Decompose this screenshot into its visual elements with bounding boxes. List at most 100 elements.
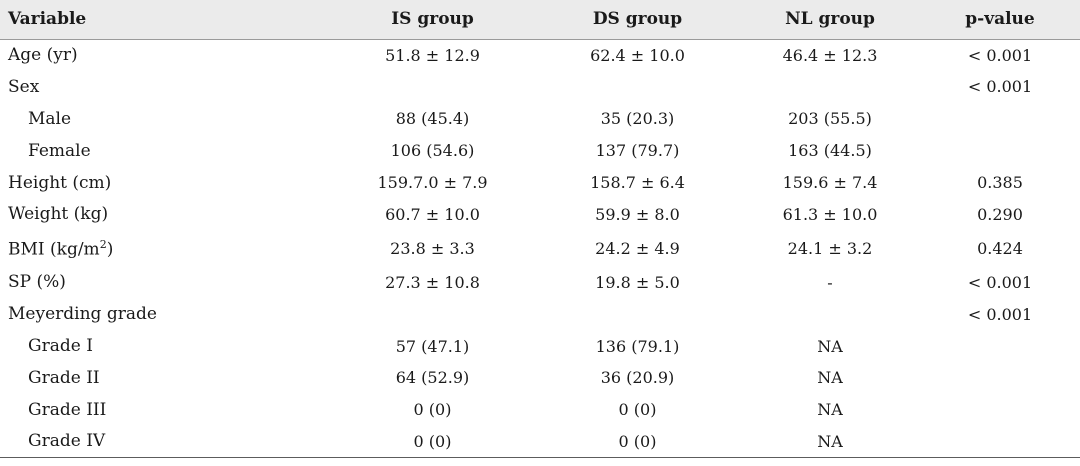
cell-variable: Male (0, 103, 330, 135)
table-row: Sex < 0.001 (0, 71, 1080, 103)
variable-label: Meyerding grade (8, 304, 157, 325)
cell-nl-group: 24.1 ± 3.2 (787, 238, 873, 258)
cell-ds-group: 36 (20.9) (600, 368, 675, 388)
cell-nl-group: 61.3 ± 10.0 (782, 204, 878, 224)
cell-variable: Grade II (0, 362, 330, 394)
cell-p-value (920, 394, 1080, 426)
table-row: SP (%) 27.3 ± 10.8 19.8 ± 5.0 - < 0.001 (0, 266, 1080, 298)
cell-p-value: < 0.001 (967, 45, 1033, 65)
variable-label: Male (28, 108, 72, 129)
cell-ds-group: 158.7 ± 6.4 (590, 173, 685, 192)
cell-nl-group: 46.4 ± 12.3 (782, 45, 878, 65)
cell-p-value: < 0.001 (967, 77, 1033, 97)
table-row: Age (yr) 51.8 ± 12.9 62.4 ± 10.0 46.4 ± 12.… (0, 39, 1080, 71)
cell-p-value: < 0.001 (967, 304, 1033, 324)
header-p-value: p-value (965, 9, 1035, 30)
cell-p-value (920, 103, 1080, 135)
table-row: BMI (kg/m2) 23.8 ± 3.3 24.2 ± 4.9 24.1 ± 3.… (0, 230, 1080, 266)
cell-variable: SP (%) (0, 266, 330, 298)
variable-label: Grade II (28, 367, 100, 388)
variable-label: Weight (kg) (8, 204, 109, 225)
table-row: Grade III 0 (0) 0 (0) NA (0, 394, 1080, 426)
table-row: Grade I 57 (47.1) 136 (79.1) NA (0, 330, 1080, 362)
cell-is-group: 159.7.0 ± 7.9 (377, 173, 488, 192)
cell-variable: Weight (kg) (0, 198, 330, 230)
cell-p-value: 0.290 (977, 204, 1023, 224)
variable-label: Grade IV (28, 431, 106, 452)
variable-label: Female (28, 140, 91, 161)
header-ds-group: DS group (592, 9, 683, 30)
header-row: Variable IS group DS group NL group p-va… (0, 0, 1080, 39)
cell-ds-group (535, 298, 740, 330)
cell-variable: BMI (kg/m2) (0, 230, 330, 266)
cell-nl-group: - (827, 272, 833, 292)
table-row: Grade II 64 (52.9) 36 (20.9) NA (0, 362, 1080, 394)
table-row: Meyerding grade < 0.001 (0, 298, 1080, 330)
cell-p-value (920, 426, 1080, 458)
variable-label: Sex (8, 76, 40, 97)
cell-variable: Grade I (0, 330, 330, 362)
cell-is-group: 106 (54.6) (390, 141, 475, 161)
cell-is-group: 0 (0) (413, 431, 452, 451)
cell-ds-group: 0 (0) (618, 431, 657, 451)
cell-ds-group: 59.9 ± 8.0 (595, 204, 680, 224)
cell-is-group: 27.3 ± 10.8 (385, 272, 480, 292)
cell-is-group: 51.8 ± 12.9 (385, 45, 480, 65)
cell-ds-group: 19.8 ± 5.0 (595, 272, 680, 292)
table-row: Weight (kg) 60.7 ± 10.0 59.9 ± 8.0 61.3 ± 1… (0, 198, 1080, 230)
cell-variable: Grade IV (0, 426, 330, 458)
cell-p-value: 0.424 (977, 238, 1023, 258)
cell-nl-group: 163 (44.5) (788, 141, 872, 161)
cell-ds-group: 24.2 ± 4.9 (595, 238, 680, 258)
cell-nl-group: 203 (55.5) (788, 109, 872, 129)
variable-label: Height (cm) (8, 172, 112, 193)
cell-ds-group: 137 (79.7) (595, 141, 680, 161)
variable-label: Age (yr) (8, 45, 78, 66)
cell-nl-group: 159.6 ± 7.4 (782, 173, 878, 192)
cell-ds-group: 0 (0) (618, 400, 657, 420)
variable-label: Grade I (28, 336, 93, 357)
cell-is-group: 23.8 ± 3.3 (390, 238, 475, 258)
cell-is-group (330, 71, 535, 103)
cell-variable: Female (0, 135, 330, 167)
header-nl-group: NL group (785, 9, 875, 30)
cell-p-value: 0.385 (977, 173, 1023, 192)
cell-ds-group (535, 71, 740, 103)
cell-variable: Grade III (0, 394, 330, 426)
cell-is-group: 60.7 ± 10.0 (385, 204, 480, 224)
cell-is-group: 88 (45.4) (395, 109, 470, 129)
table-row: Grade IV 0 (0) 0 (0) NA (0, 426, 1080, 458)
cell-ds-group: 62.4 ± 10.0 (590, 45, 685, 65)
cell-nl-group: NA (817, 431, 843, 451)
cell-nl-group: NA (817, 368, 843, 388)
cell-variable: Age (yr) (0, 39, 330, 71)
cell-p-value (920, 330, 1080, 362)
cell-variable: Sex (0, 71, 330, 103)
cell-p-value (920, 362, 1080, 394)
cell-nl-group: NA (817, 336, 843, 356)
table-row: Female 106 (54.6) 137 (79.7) 163 (44.5) (0, 135, 1080, 167)
cell-is-group: 57 (47.1) (395, 336, 470, 356)
cell-ds-group: 136 (79.1) (595, 336, 680, 356)
table-row: Male 88 (45.4) 35 (20.3) 203 (55.5) (0, 103, 1080, 135)
table-header: Variable IS group DS group NL group p-va… (0, 0, 1080, 39)
table-row: Height (cm) 159.7.0 ± 7.9 158.7 ± 6.4 159.6… (0, 167, 1080, 199)
cell-nl-group (740, 298, 920, 330)
variable-label-tail: ) (106, 239, 114, 260)
cell-variable: Height (cm) (0, 167, 330, 199)
cell-is-group: 0 (0) (413, 400, 452, 420)
cell-nl-group (740, 71, 920, 103)
cell-nl-group: NA (817, 400, 843, 420)
variable-label: BMI (kg/m (8, 239, 100, 260)
cell-p-value (920, 135, 1080, 167)
cell-ds-group: 35 (20.3) (600, 109, 675, 129)
header-variable: Variable (8, 9, 87, 30)
variable-label: SP (%) (8, 272, 66, 293)
variable-label: Grade III (28, 399, 107, 420)
header-is-group: IS group (391, 9, 474, 30)
cell-is-group: 64 (52.9) (395, 368, 470, 388)
cell-is-group (330, 298, 535, 330)
variable-unit-superscript: 2 (99, 237, 107, 251)
